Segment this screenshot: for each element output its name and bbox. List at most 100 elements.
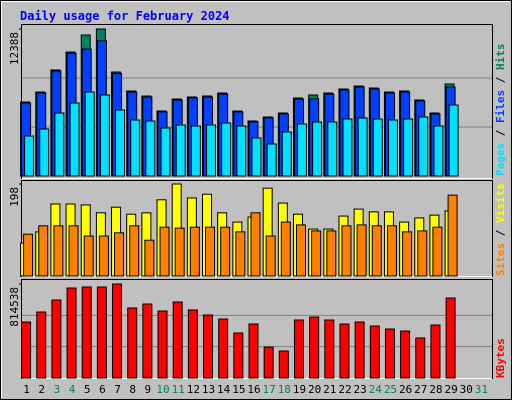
x-tick-label: 6 bbox=[99, 383, 106, 396]
x-tick-label: 19 bbox=[293, 383, 306, 396]
bar bbox=[96, 286, 107, 379]
bar bbox=[203, 314, 214, 379]
bar bbox=[372, 118, 383, 177]
x-tick-label: 25 bbox=[384, 383, 397, 396]
bar bbox=[415, 337, 426, 379]
bar bbox=[369, 325, 380, 379]
bar bbox=[218, 318, 229, 379]
x-tick-label: 21 bbox=[323, 383, 336, 396]
bar bbox=[98, 235, 109, 277]
bar bbox=[130, 119, 141, 177]
x-tick-label: 8 bbox=[129, 383, 136, 396]
bar bbox=[266, 143, 277, 177]
bar bbox=[23, 233, 34, 277]
x-tick-label: 2 bbox=[38, 383, 45, 396]
bar bbox=[296, 123, 307, 177]
bar bbox=[278, 350, 289, 379]
legend-entry: Visits bbox=[494, 183, 507, 223]
x-tick-label: 18 bbox=[278, 383, 291, 396]
legend-entry: Files bbox=[494, 90, 507, 123]
x-tick-label: 17 bbox=[263, 383, 276, 396]
x-tick-label: 14 bbox=[217, 383, 231, 396]
x-tick-label: 23 bbox=[354, 383, 367, 396]
bar bbox=[324, 319, 335, 379]
x-tick-label: 9 bbox=[145, 383, 152, 396]
bar bbox=[38, 225, 49, 277]
legend: Pages / Files / Hits bbox=[494, 44, 507, 177]
bar bbox=[174, 227, 185, 277]
bar bbox=[418, 116, 429, 177]
bar bbox=[172, 301, 183, 379]
bar bbox=[326, 230, 337, 277]
bar bbox=[384, 328, 395, 379]
bar bbox=[51, 299, 62, 379]
bar bbox=[354, 321, 365, 379]
bar bbox=[400, 330, 411, 379]
bar bbox=[447, 194, 458, 277]
x-tick-label: 15 bbox=[232, 383, 245, 396]
bar bbox=[235, 231, 246, 277]
x-tick-label: 26 bbox=[399, 383, 412, 396]
bar bbox=[248, 323, 259, 379]
bar bbox=[68, 225, 79, 277]
x-tick-label: 22 bbox=[338, 383, 351, 396]
y-tick-label: 198 bbox=[8, 187, 21, 207]
x-tick-label: 24 bbox=[369, 383, 383, 396]
bar bbox=[221, 122, 232, 177]
x-tick-label: 20 bbox=[308, 383, 321, 396]
bar bbox=[430, 324, 441, 379]
bar bbox=[356, 224, 367, 277]
bar bbox=[386, 225, 397, 277]
bar bbox=[83, 235, 94, 277]
x-tick-label: 31 bbox=[475, 383, 488, 396]
x-tick-label: 29 bbox=[444, 383, 457, 396]
x-tick-label: 7 bbox=[114, 383, 121, 396]
bar bbox=[53, 225, 64, 277]
bar bbox=[433, 125, 444, 177]
legend-separator: / bbox=[494, 123, 507, 143]
x-tick-label: 10 bbox=[156, 383, 169, 396]
bar bbox=[36, 311, 47, 379]
bar bbox=[127, 307, 138, 379]
bar bbox=[205, 226, 216, 277]
bar bbox=[99, 94, 110, 177]
legend-entry: KBytes bbox=[494, 338, 507, 378]
legend-separator: / bbox=[494, 70, 507, 90]
bar bbox=[250, 212, 261, 277]
bar bbox=[236, 125, 247, 177]
bar bbox=[66, 287, 77, 379]
bar bbox=[265, 235, 276, 277]
x-tick-label: 12 bbox=[187, 383, 200, 396]
bar bbox=[69, 102, 80, 177]
bar bbox=[129, 225, 140, 277]
bar bbox=[187, 309, 198, 379]
bar bbox=[251, 137, 262, 177]
bar bbox=[39, 128, 50, 177]
bar bbox=[145, 120, 156, 177]
x-tick-label: 16 bbox=[247, 383, 260, 396]
bar bbox=[327, 121, 338, 177]
legend-separator: / bbox=[494, 223, 507, 243]
bar bbox=[295, 224, 306, 277]
y-tick-label: 814538 bbox=[8, 287, 21, 327]
bar bbox=[293, 319, 304, 379]
legend: Sites / Visits bbox=[494, 183, 507, 276]
legend: KBytes bbox=[494, 338, 507, 378]
bar bbox=[387, 119, 398, 177]
x-tick-label: 28 bbox=[429, 383, 442, 396]
bar bbox=[448, 104, 459, 177]
bar bbox=[21, 321, 32, 379]
legend-entry: Pages bbox=[494, 143, 507, 176]
bar bbox=[159, 226, 170, 277]
bar bbox=[84, 91, 95, 177]
x-tick-label: 27 bbox=[414, 383, 427, 396]
bar bbox=[115, 109, 126, 177]
x-tick-label: 11 bbox=[172, 383, 185, 396]
legend-entry: Hits bbox=[494, 44, 507, 71]
bar bbox=[402, 231, 413, 277]
bar bbox=[417, 230, 428, 277]
chart-title: Daily usage for February 2024 bbox=[20, 9, 230, 23]
bar bbox=[281, 131, 292, 177]
bar bbox=[342, 118, 353, 177]
